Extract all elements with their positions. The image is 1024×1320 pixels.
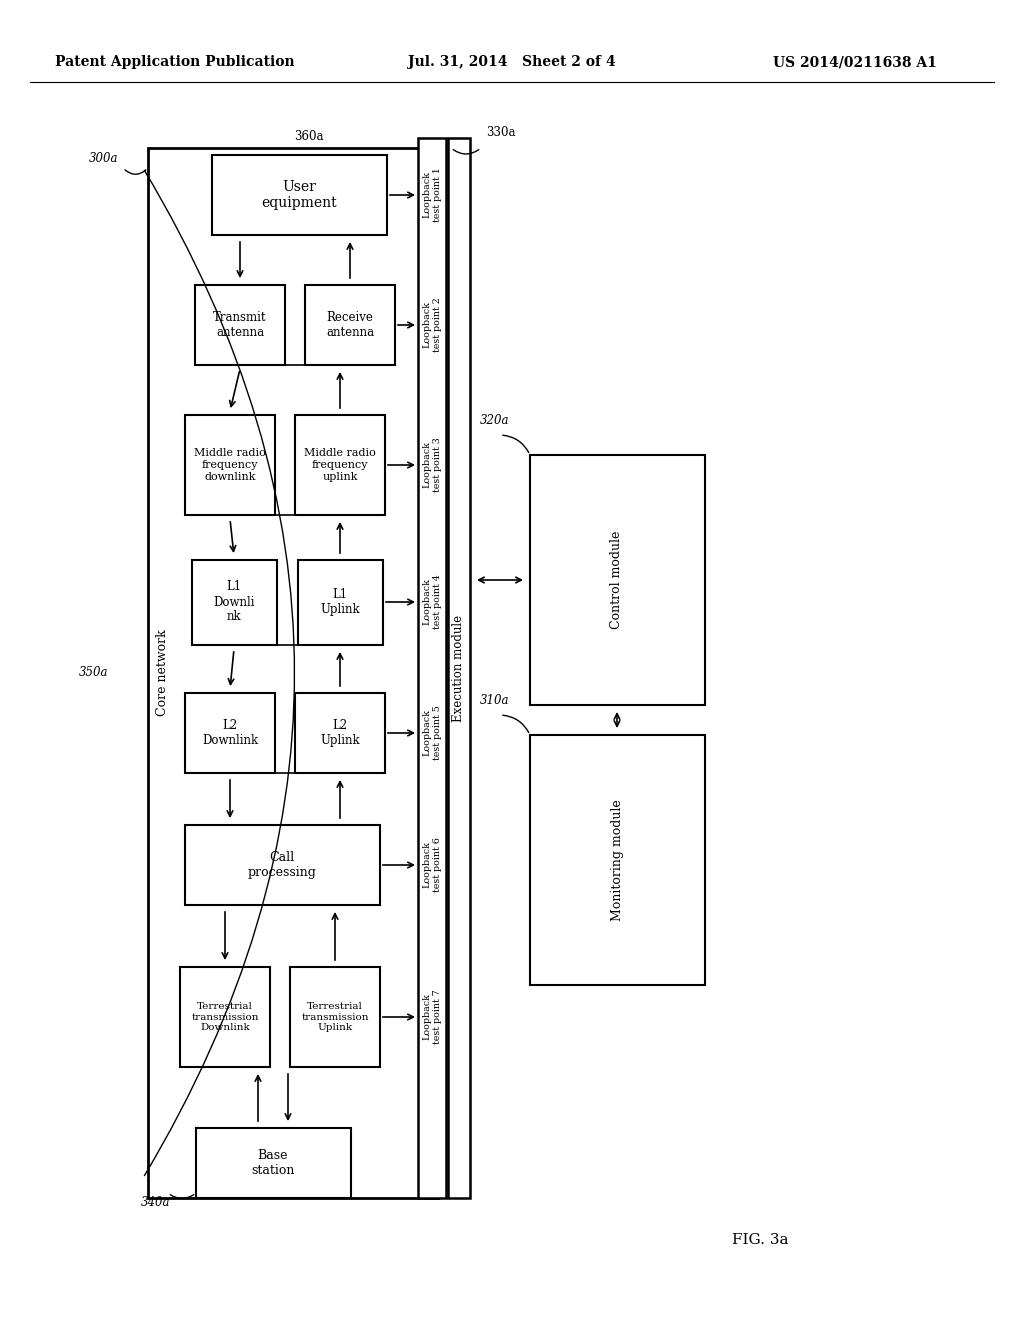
Text: 310a: 310a <box>480 693 510 706</box>
Text: Loopback
test point 3: Loopback test point 3 <box>422 437 441 492</box>
Text: Receive
antenna: Receive antenna <box>326 312 374 339</box>
Text: Loopback
test point 6: Loopback test point 6 <box>422 838 441 892</box>
Bar <box>290 968 380 1067</box>
Bar <box>418 139 446 1199</box>
Text: FIG. 3a: FIG. 3a <box>732 1233 788 1247</box>
Bar <box>180 968 270 1067</box>
Text: Middle radio
frequency
downlink: Middle radio frequency downlink <box>195 449 266 482</box>
Text: US 2014/0211638 A1: US 2014/0211638 A1 <box>773 55 937 69</box>
Text: Base
station: Base station <box>251 1148 295 1177</box>
Text: Patent Application Publication: Patent Application Publication <box>55 55 295 69</box>
Bar <box>530 455 705 705</box>
Text: Loopback
test point 1: Loopback test point 1 <box>422 168 441 222</box>
Text: L2
Downlink: L2 Downlink <box>202 719 258 747</box>
Text: Call
processing: Call processing <box>248 851 316 879</box>
Text: Terrestrial
transmission
Downlink: Terrestrial transmission Downlink <box>191 1002 259 1032</box>
Text: L1
Downli
nk: L1 Downli nk <box>213 581 255 623</box>
Text: Core network: Core network <box>156 630 169 717</box>
Text: Middle radio
frequency
uplink: Middle radio frequency uplink <box>304 449 376 482</box>
Text: 340a: 340a <box>141 1196 171 1209</box>
Text: 320a: 320a <box>480 413 510 426</box>
Bar <box>148 148 438 1199</box>
Text: 350a: 350a <box>79 667 108 680</box>
Text: Control module: Control module <box>610 531 624 630</box>
Text: Loopback
test point 4: Loopback test point 4 <box>422 574 441 630</box>
Text: L2
Uplink: L2 Uplink <box>321 719 359 747</box>
Bar <box>193 560 278 645</box>
Bar <box>185 825 380 906</box>
Text: Terrestrial
transmission
Uplink: Terrestrial transmission Uplink <box>301 1002 369 1032</box>
Bar <box>185 414 275 515</box>
Bar <box>196 1129 351 1199</box>
Text: 300a: 300a <box>88 152 118 165</box>
Bar <box>449 139 470 1199</box>
Text: User
equipment: User equipment <box>261 180 337 210</box>
Text: Loopback
test point 2: Loopback test point 2 <box>422 297 441 352</box>
Text: 360a: 360a <box>294 131 324 144</box>
Bar <box>195 285 285 366</box>
Bar <box>305 285 395 366</box>
Bar <box>212 154 387 235</box>
Text: Execution module: Execution module <box>453 614 466 722</box>
Text: L1
Uplink: L1 Uplink <box>321 587 359 616</box>
Text: Transmit
antenna: Transmit antenna <box>213 312 266 339</box>
Text: Loopback
test point 5: Loopback test point 5 <box>422 706 441 760</box>
Text: 330a: 330a <box>486 127 515 140</box>
Bar <box>298 560 383 645</box>
Bar <box>185 693 275 774</box>
Bar <box>295 414 385 515</box>
Bar <box>295 693 385 774</box>
Text: Jul. 31, 2014   Sheet 2 of 4: Jul. 31, 2014 Sheet 2 of 4 <box>409 55 615 69</box>
Text: Monitoring module: Monitoring module <box>610 799 624 921</box>
Text: Loopback
test point 7: Loopback test point 7 <box>422 990 441 1044</box>
Bar <box>530 735 705 985</box>
